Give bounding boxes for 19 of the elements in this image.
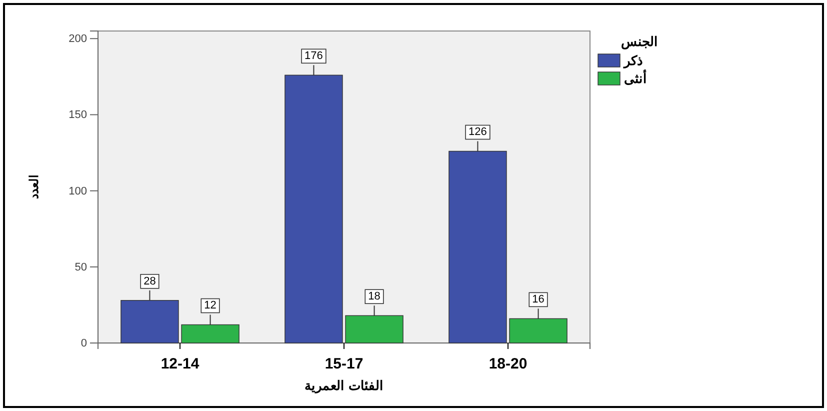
legend-label: أنثى [624,70,647,86]
data-label: 12 [204,300,216,312]
y-axis-title: العدد [27,175,41,199]
legend-title: الجنس [621,34,658,50]
x-axis-title: الفئات العمرية [304,378,384,394]
y-tick-label: 200 [68,33,87,46]
data-label: 126 [468,126,487,138]
legend-label: ذكر [623,53,643,69]
data-label: 18 [368,290,380,303]
data-label: 176 [304,50,323,62]
x-tick-label: 12-14 [160,356,200,372]
y-tick-label: 150 [68,109,87,122]
data-label: 28 [144,275,156,288]
y-tick-label: 50 [74,261,87,274]
y-tick-label: 100 [68,185,87,198]
x-tick-label: 15-17 [324,356,364,372]
y-tick-label: 0 [80,338,87,350]
x-tick-label: 18-20 [488,356,528,372]
data-label: 16 [532,294,544,306]
